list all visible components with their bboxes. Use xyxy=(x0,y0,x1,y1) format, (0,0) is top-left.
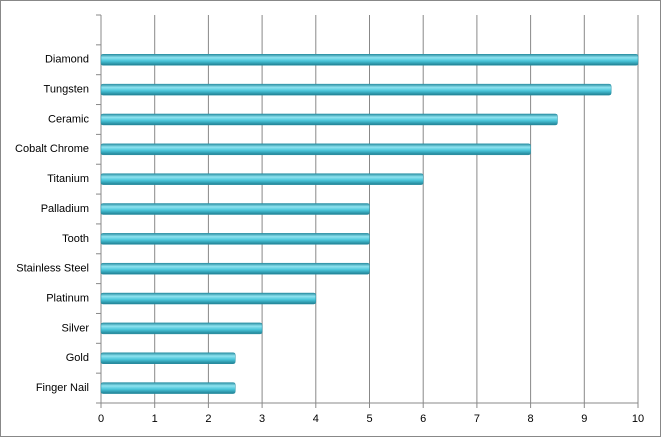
bar xyxy=(100,143,531,156)
bar xyxy=(100,262,370,275)
x-tick-label: 2 xyxy=(205,413,211,425)
bar xyxy=(100,113,558,126)
y-tick-label: Titanium xyxy=(47,173,89,185)
bar xyxy=(100,54,639,66)
y-tick-label: Platinum xyxy=(46,292,89,304)
x-tick-label: 8 xyxy=(528,413,534,425)
bar xyxy=(100,173,424,185)
y-tick-label: Silver xyxy=(61,322,89,334)
y-tick-label: Palladium xyxy=(41,203,89,215)
y-tick-label: Ceramic xyxy=(48,113,89,125)
bar xyxy=(100,233,370,245)
y-tick-label: Stainless Steel xyxy=(16,263,89,275)
bar xyxy=(100,203,370,215)
x-tick-label: 10 xyxy=(632,413,644,425)
y-tick-label: Tooth xyxy=(62,233,89,245)
y-tick-label: Cobalt Chrome xyxy=(15,143,89,155)
bar xyxy=(100,322,263,335)
x-tick-label: 1 xyxy=(152,413,158,425)
bar xyxy=(100,352,236,364)
x-tick-label: 5 xyxy=(366,413,372,425)
x-tick-label: 4 xyxy=(313,413,319,425)
y-tick-label: Finger Nail xyxy=(36,382,89,394)
x-tick-label: 3 xyxy=(259,413,265,425)
y-tick-label: Tungsten xyxy=(44,84,89,96)
bar xyxy=(100,382,236,394)
x-tick-label: 9 xyxy=(581,413,587,425)
bar xyxy=(100,83,612,96)
y-tick-label: Gold xyxy=(66,352,89,364)
y-tick-label: Diamond xyxy=(45,54,89,66)
x-tick-label: 6 xyxy=(420,413,426,425)
x-tick-label: 0 xyxy=(98,413,104,425)
bar xyxy=(100,292,317,305)
x-tick-label: 7 xyxy=(474,413,480,425)
